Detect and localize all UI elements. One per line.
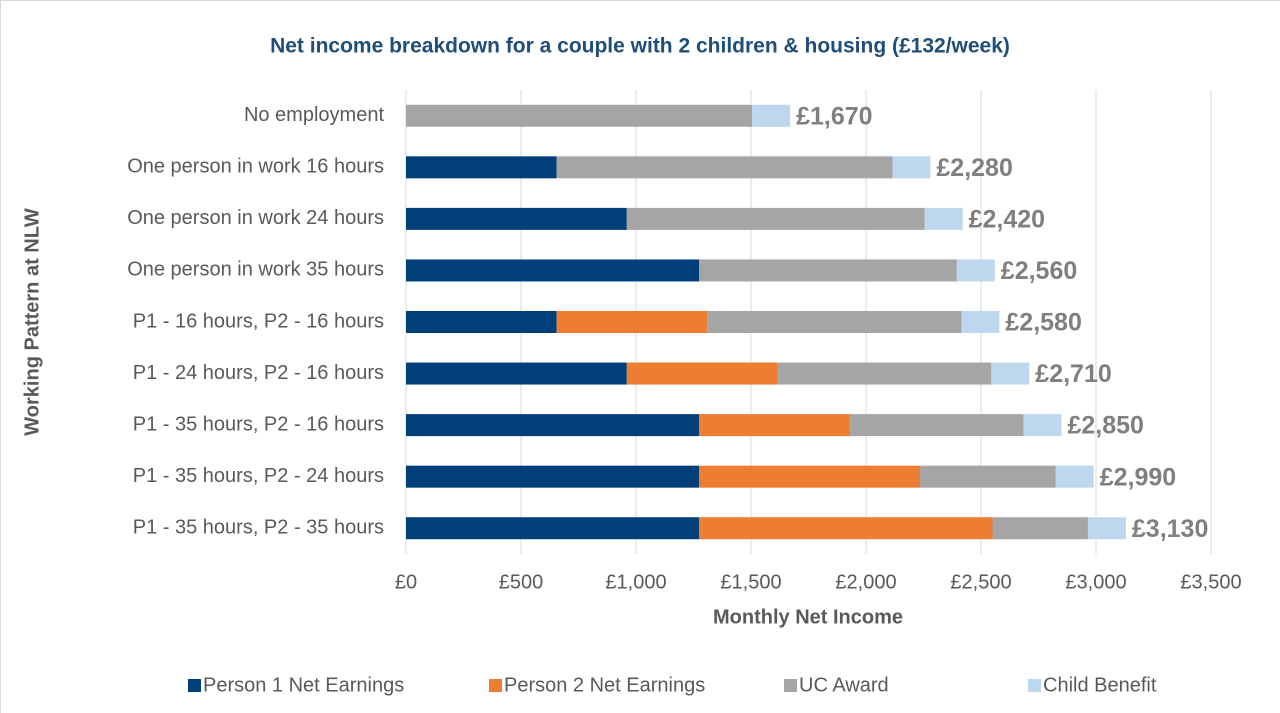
bar-segment	[626, 362, 778, 385]
x-tick-label: £1,500	[720, 571, 781, 593]
legend-label: Child Benefit	[1043, 674, 1157, 696]
total-label: £2,580	[1005, 309, 1081, 337]
x-tick-label: £0	[395, 571, 417, 593]
bar-segment	[849, 414, 1024, 437]
bar-segment	[752, 104, 791, 127]
x-axis-title: Monthly Net Income	[713, 606, 903, 628]
bar-segment	[920, 465, 1056, 488]
y-tick-label: P1 - 16 hours, P2 - 16 hours	[133, 310, 384, 332]
bar-segment	[556, 156, 893, 179]
bar-segment	[961, 311, 1000, 333]
total-label: £2,710	[1035, 360, 1111, 388]
bar-segment	[991, 362, 1030, 385]
y-tick-label: P1 - 24 hours, P2 - 16 hours	[133, 362, 384, 384]
bar-segment	[1023, 414, 1062, 437]
y-axis-title: Working Pattern at NLW	[21, 208, 43, 436]
bar-segment	[707, 311, 962, 333]
x-tick-label: £500	[499, 571, 544, 593]
total-label: £2,850	[1068, 412, 1144, 440]
total-label: £2,280	[936, 154, 1012, 182]
bar-segment	[699, 517, 993, 540]
bar-segment	[406, 414, 700, 437]
y-tick-label: P1 - 35 hours, P2 - 16 hours	[133, 413, 384, 435]
bar-segment	[406, 362, 627, 385]
x-tick-label: £2,000	[835, 571, 896, 593]
bar-segment	[406, 465, 700, 488]
total-label: £1,670	[796, 102, 872, 130]
legend-swatch	[1028, 679, 1041, 692]
y-tick-label: P1 - 35 hours, P2 - 24 hours	[133, 465, 384, 487]
y-tick-label: One person in work 16 hours	[127, 156, 384, 178]
bar-segment	[626, 207, 925, 230]
bar-segment	[777, 362, 992, 385]
bar-segment	[956, 259, 995, 282]
legend-swatch	[188, 679, 201, 692]
y-tick-label: P1 - 35 hours, P2 - 35 hours	[133, 517, 384, 539]
x-tick-label: £2,500	[950, 571, 1011, 593]
x-tick-label: £3,500	[1180, 571, 1241, 593]
bar-segment	[699, 465, 921, 488]
legend-swatch	[784, 679, 797, 692]
legend-label: UC Award	[799, 674, 889, 696]
bar-segment	[699, 414, 850, 437]
bar-segment	[406, 517, 700, 540]
bar-segment	[556, 311, 708, 333]
bar-segment	[406, 207, 627, 230]
bar-segment	[406, 156, 557, 179]
bar-segment	[699, 259, 957, 282]
bar-segment	[892, 156, 931, 179]
total-label: £3,130	[1132, 515, 1208, 543]
bar-segment	[1055, 465, 1094, 488]
bar-segment	[406, 104, 753, 127]
bar-segment	[406, 311, 557, 333]
x-tick-label: £1,000	[605, 571, 666, 593]
bar-segment	[406, 259, 700, 282]
total-label: £2,990	[1100, 463, 1176, 491]
legend-label: Person 1 Net Earnings	[203, 674, 404, 696]
total-label: £2,420	[969, 205, 1045, 233]
y-tick-label: One person in work 24 hours	[127, 207, 384, 229]
bar-segment	[1087, 517, 1126, 540]
y-tick-label: No employment	[244, 104, 385, 126]
y-tick-label: One person in work 35 hours	[127, 259, 384, 281]
total-label: £2,560	[1001, 257, 1077, 285]
chart-title: Net income breakdown for a couple with 2…	[270, 35, 1010, 58]
legend-label: Person 2 Net Earnings	[504, 674, 705, 696]
bar-segment	[992, 517, 1088, 540]
legend-swatch	[489, 679, 502, 692]
x-tick-label: £3,000	[1065, 571, 1126, 593]
bar-segment	[924, 207, 963, 230]
